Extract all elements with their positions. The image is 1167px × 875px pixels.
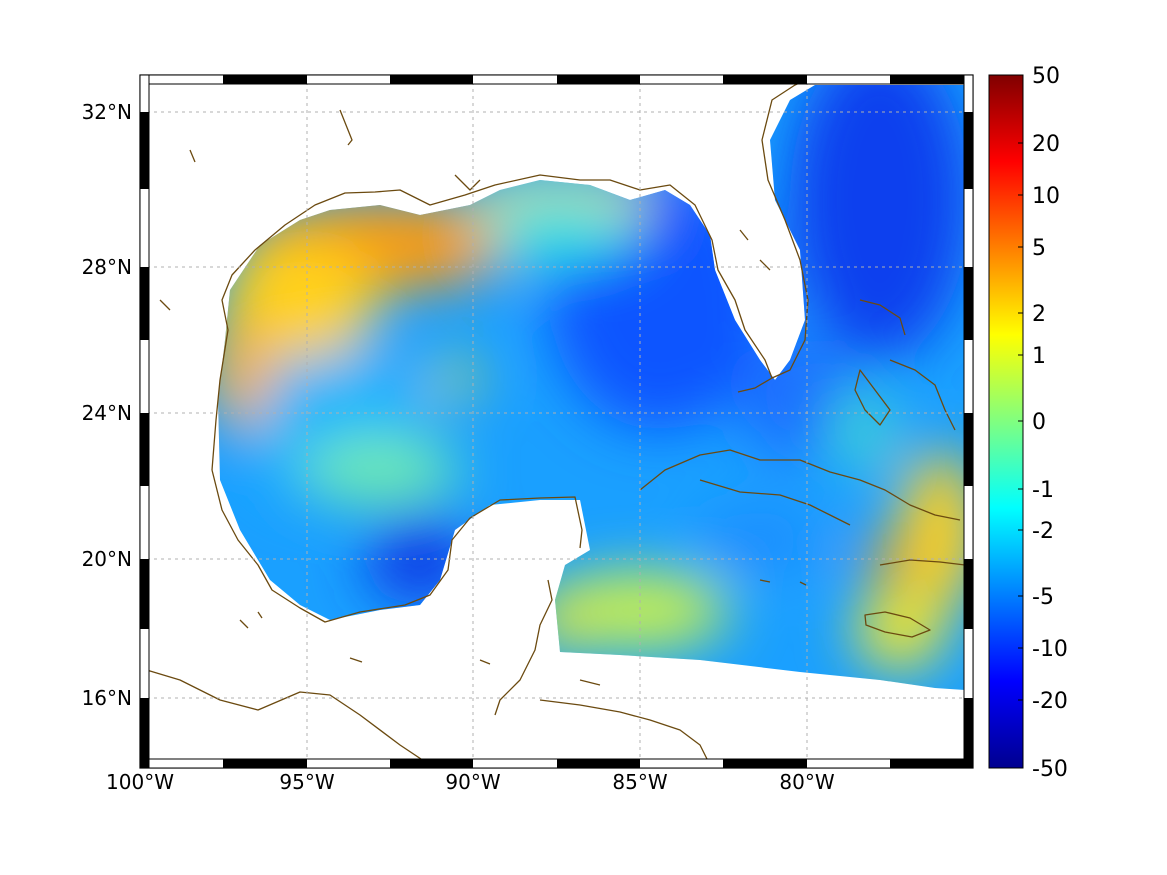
colorbar-tick-label: -5 <box>1032 585 1054 610</box>
y-tick-label: 32°N <box>82 100 132 124</box>
colorbar-tick-label: 0 <box>1032 410 1046 435</box>
x-tick-label: 100°W <box>106 770 174 794</box>
colorbar-tick-label: -50 <box>1032 757 1068 782</box>
colorbar-tick-label: -10 <box>1032 637 1068 662</box>
colorbar-tick-label: 20 <box>1032 132 1060 157</box>
colorbar-tick-label: 2 <box>1032 302 1046 327</box>
map-frame <box>139 74 974 769</box>
y-tick-label: 20°N <box>82 547 132 571</box>
colorbar-tick-label: -2 <box>1032 519 1054 544</box>
grid-lines <box>140 75 973 768</box>
y-tick-label: 28°N <box>82 255 132 279</box>
y-tick-label: 16°N <box>82 686 132 710</box>
x-tick-label: 80°W <box>779 770 834 794</box>
colorbar-tick-label: -1 <box>1032 478 1054 503</box>
coastline <box>139 75 966 766</box>
colorbar-tick-marks <box>1018 74 1023 769</box>
data-field <box>218 85 965 690</box>
colorbar-tick-label: 10 <box>1032 184 1060 209</box>
x-tick-label: 90°W <box>445 770 500 794</box>
y-tick-labels: 16°N 20°N 24°N 28°N 32°N <box>82 100 132 710</box>
y-tick-label: 24°N <box>82 401 132 425</box>
colorbar-gradient <box>988 74 1024 769</box>
x-tick-label: 85°W <box>612 770 667 794</box>
colorbar-tick-label: 1 <box>1032 344 1046 369</box>
colorbar-tick-label: 50 <box>1032 64 1060 89</box>
colorbar: 50 20 10 5 2 1 0 -1 -2 -5 -10 -20 -50 <box>988 64 1068 782</box>
x-tick-labels: 100°W 95°W 90°W 85°W 80°W <box>106 770 835 794</box>
colorbar-tick-label: -20 <box>1032 689 1068 714</box>
x-tick-label: 95°W <box>279 770 334 794</box>
colorbar-tick-label: 5 <box>1032 236 1046 261</box>
